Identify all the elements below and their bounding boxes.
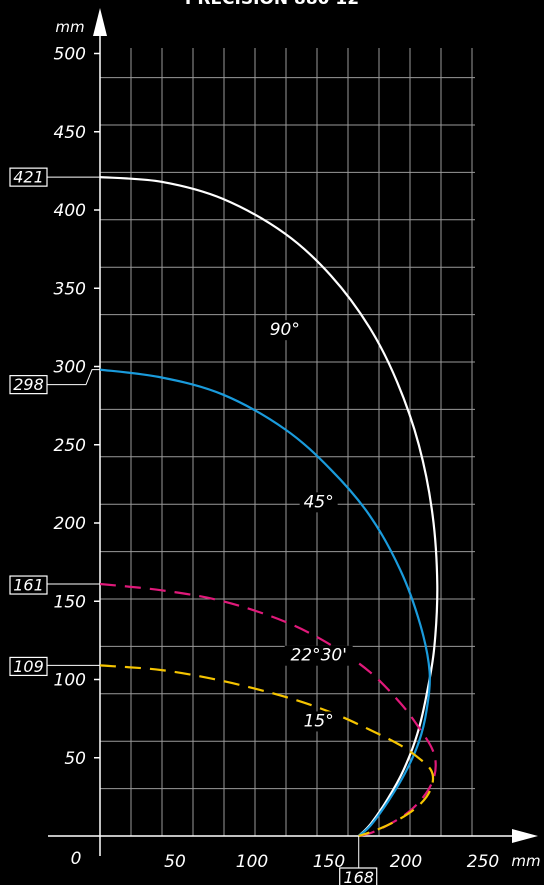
boxed-value-161: 161 — [13, 576, 44, 595]
x-axis-unit: mm — [511, 852, 540, 870]
curve-label-3: 15° — [304, 711, 334, 731]
boxed-value-298: 298 — [13, 375, 44, 394]
grid — [100, 48, 475, 836]
curve-label-0: 90° — [270, 320, 300, 340]
y-tick-label: 300 — [54, 358, 86, 378]
x-tick-label: 250 — [467, 852, 499, 872]
series-line-2 — [99, 582, 437, 838]
curve-label-2: 22°30' — [290, 646, 346, 666]
curve-label-backing — [299, 711, 338, 732]
origin-label: 0 — [71, 849, 82, 869]
curve-label-backing — [284, 645, 353, 666]
x-tick-label: 150 — [313, 852, 345, 872]
labels-group: 90° 45° 22°30' 15° 421 298 161 109 168 — [9, 167, 378, 885]
series-line-0 — [99, 176, 439, 837]
series-line-3 — [99, 664, 435, 838]
x-axis-arrow — [512, 829, 538, 843]
x-tick-label: 100 — [236, 852, 268, 872]
y-tick-label: 350 — [54, 279, 86, 299]
y-tick-label: 200 — [54, 514, 86, 534]
boxed-value-109: 109 — [13, 657, 44, 676]
y-tick-label: 50 — [64, 749, 86, 769]
y-tick-label: 400 — [54, 201, 86, 221]
boxed-value-168: 168 — [343, 868, 374, 885]
curve-label-1: 45° — [304, 492, 334, 512]
chart-title: PRECISION 880 12 — [185, 0, 359, 9]
y-axis-arrow — [93, 8, 107, 36]
y-tick-label: 500 — [54, 45, 86, 65]
leader-line — [47, 369, 100, 386]
curve-label-backing — [299, 492, 338, 513]
y-tick-label: 250 — [54, 436, 86, 456]
x-tick-label: 50 — [164, 852, 186, 872]
y-tick-label: 150 — [54, 592, 86, 612]
series-group — [99, 176, 439, 838]
y-axis-unit: mm — [55, 18, 84, 36]
series-line-1 — [99, 368, 431, 837]
y-tick-label: 100 — [54, 671, 86, 691]
value-box — [9, 656, 48, 677]
y-tick-label: 450 — [54, 123, 86, 143]
x-tick-label: 200 — [390, 852, 422, 872]
axes: 50 100 150 200 250 300 350 400 450 500 50 100 150 200… — [48, 8, 541, 872]
curve-label-backing — [265, 320, 304, 341]
value-box — [9, 575, 48, 595]
boxed-value-421: 421 — [13, 168, 44, 187]
